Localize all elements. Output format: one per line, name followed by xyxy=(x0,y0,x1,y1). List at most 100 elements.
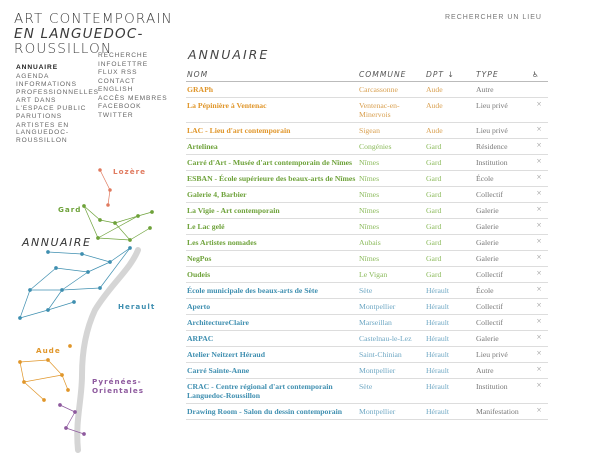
table-row[interactable]: NegPos Nîmes Gard Galerie × xyxy=(186,250,548,267)
table-row[interactable]: Galerie 4, Barbier Nîmes Gard Collectif × xyxy=(186,186,548,203)
table-row[interactable]: La Vigie - Art contemporain Nîmes Gard Gale… xyxy=(186,202,548,219)
nav-item[interactable]: Informations professionnelles xyxy=(16,81,99,96)
nav-secondary-item[interactable]: Twitter xyxy=(98,111,134,119)
entry-name-link[interactable]: Drawing Room - Salon du dessin contempor… xyxy=(186,403,358,420)
entry-name-link[interactable]: NegPos xyxy=(186,250,358,267)
nav-secondary-item[interactable]: Infolettre xyxy=(98,60,149,68)
remove-icon[interactable]: × xyxy=(531,154,548,171)
remove-icon[interactable]: × xyxy=(531,202,548,219)
entry-name-link[interactable]: Oudeis xyxy=(186,266,358,283)
region-label-herault[interactable]: Herault xyxy=(118,302,155,311)
nav-secondary-item[interactable]: Recherche xyxy=(98,52,148,59)
accessibility-icon[interactable]: ♿ xyxy=(531,66,548,82)
entry-name-link[interactable]: ArchitectureClaire xyxy=(186,314,358,331)
table-row[interactable]: ArchitectureClaire Marseillan Hérault Colle… xyxy=(186,314,548,331)
remove-icon[interactable]: × xyxy=(531,314,548,331)
entry-department: Hérault xyxy=(425,298,475,315)
column-header-dpt[interactable]: Dpt ↓ xyxy=(425,66,475,82)
region-map[interactable]: Lozère Gard Herault Aude Pyrénées- Orien… xyxy=(0,150,180,459)
nav-secondary-item[interactable]: Accès membres xyxy=(98,94,168,102)
nav-item[interactable]: Annuaire xyxy=(16,64,59,71)
table-row[interactable]: Oudeis Le Vigan Gard Collectif × xyxy=(186,266,548,283)
search-place-link[interactable]: Rechercher un lieu xyxy=(445,14,542,21)
table-row[interactable]: Artelinea Congénies Gard Résidence × xyxy=(186,138,548,155)
table-row[interactable]: ARPAC Castelnau-le-Lez Hérault Galerie × xyxy=(186,330,548,347)
table-row[interactable]: Atelier Neitzert Héraud Saint-Chinian Héra… xyxy=(186,346,548,363)
entry-name-link[interactable]: Aperto xyxy=(186,298,358,315)
entry-type: Résidence xyxy=(475,138,531,155)
table-row[interactable]: LAC - Lieu d'art contemporain Sigean Aude L… xyxy=(186,122,548,139)
entry-name-link[interactable]: La Pépinière à Ventenac xyxy=(186,97,358,123)
table-row[interactable]: ESBAN - École supérieure des beaux-arts … xyxy=(186,170,548,187)
table-row[interactable]: Carré d'Art - Musée d'art contemporain d… xyxy=(186,154,548,171)
entry-name-link[interactable]: La Vigie - Art contemporain xyxy=(186,202,358,219)
directory-table: Nom Commune Dpt ↓ Type ♿ GRAPh Carcassonn… xyxy=(186,66,548,420)
nav-item[interactable]: Agenda xyxy=(16,72,50,80)
entry-commune: Marseillan xyxy=(358,314,425,331)
remove-icon[interactable]: × xyxy=(531,218,548,235)
remove-icon[interactable]: × xyxy=(531,138,548,155)
entry-name-link[interactable]: Atelier Neitzert Héraud xyxy=(186,346,358,363)
entry-name-link[interactable]: GRAPh xyxy=(186,81,358,98)
entry-name-link[interactable]: École municipale des beaux-arts de Sète xyxy=(186,282,358,299)
entry-type: Galerie xyxy=(475,218,531,235)
remove-icon[interactable]: × xyxy=(531,330,548,347)
remove-icon[interactable]: × xyxy=(531,250,548,267)
entry-commune: Montpellier xyxy=(358,362,425,379)
entry-name-link[interactable]: ESBAN - École supérieure des beaux-arts … xyxy=(186,170,358,187)
remove-icon[interactable]: × xyxy=(531,266,548,283)
remove-icon[interactable]: × xyxy=(531,403,548,420)
column-header-type[interactable]: Type xyxy=(475,66,531,82)
table-row[interactable]: Drawing Room - Salon du dessin contempor… xyxy=(186,403,548,420)
entry-name-link[interactable]: Artelinea xyxy=(186,138,358,155)
table-row[interactable]: La Pépinière à Ventenac Ventenac-en-Miner… xyxy=(186,97,548,123)
site-title[interactable]: Art contemporain en Languedoc- Roussillo… xyxy=(14,12,184,57)
region-label-pyrenees-line1[interactable]: Pyrénées- xyxy=(92,377,142,386)
column-header-commune[interactable]: Commune xyxy=(358,66,425,82)
nav-secondary-item[interactable]: English xyxy=(98,86,134,93)
region-label-pyrenees-line2[interactable]: Orientales xyxy=(92,386,144,395)
remove-icon[interactable]: × xyxy=(531,378,548,404)
table-row[interactable]: Le Lac gelé Nîmes Gard Galerie × xyxy=(186,218,548,235)
remove-icon[interactable]: × xyxy=(531,97,548,123)
table-row[interactable]: École municipale des beaux-arts de Sète S… xyxy=(186,282,548,299)
table-row[interactable]: Aperto Montpellier Hérault Collectif × xyxy=(186,298,548,315)
entry-name-link[interactable]: Le Lac gelé xyxy=(186,218,358,235)
pyrenees-network xyxy=(58,403,86,436)
region-label-lozere[interactable]: Lozère xyxy=(113,167,146,176)
entry-name-link[interactable]: Galerie 4, Barbier xyxy=(186,186,358,203)
entry-name-link[interactable]: Carré d'Art - Musée d'art contemporain d… xyxy=(186,154,358,171)
entry-type: Lieu privé xyxy=(475,97,531,123)
table-row[interactable]: Les Artistes nomades Aubais Gard Galerie × xyxy=(186,234,548,251)
entry-name-link[interactable]: Les Artistes nomades xyxy=(186,234,358,251)
entry-name-link[interactable]: Carré Sainte-Anne xyxy=(186,362,358,379)
nav-secondary-item[interactable]: Flux RSS xyxy=(98,69,138,76)
remove-icon[interactable]: × xyxy=(531,186,548,203)
lozere-network xyxy=(98,168,112,207)
remove-icon[interactable]: × xyxy=(531,298,548,315)
entry-name-link[interactable]: ARPAC xyxy=(186,330,358,347)
nav-item[interactable]: Parutions xyxy=(16,113,63,120)
table-row[interactable]: GRAPh Carcassonne Aude Autre xyxy=(186,81,548,98)
entry-department: Gard xyxy=(425,186,475,203)
remove-icon[interactable]: × xyxy=(531,282,548,299)
nav-secondary-item[interactable]: Contact xyxy=(98,77,136,85)
remove-icon[interactable]: × xyxy=(531,122,548,139)
entry-name-link[interactable]: CRAC - Centre régional d'art contemporai… xyxy=(186,378,358,404)
entry-commune: Sigean xyxy=(358,122,425,139)
remove-icon[interactable]: × xyxy=(531,346,548,363)
nav-secondary-item[interactable]: Facebook xyxy=(98,103,142,110)
region-label-aude[interactable]: Aude xyxy=(36,346,61,355)
region-label-gard[interactable]: Gard xyxy=(58,205,81,214)
table-row[interactable]: Carré Sainte-Anne Montpellier Hérault Autre… xyxy=(186,362,548,379)
nav-item[interactable]: Art dans l'espace public xyxy=(16,97,87,112)
remove-icon[interactable]: × xyxy=(531,234,548,251)
nav-item[interactable]: Artistes en Languedoc-Roussillon xyxy=(16,121,70,144)
column-header-nom[interactable]: Nom xyxy=(186,66,358,82)
remove-icon[interactable]: × xyxy=(531,170,548,187)
table-row[interactable]: CRAC - Centre régional d'art contemporai… xyxy=(186,378,548,404)
entry-name-link[interactable]: LAC - Lieu d'art contemporain xyxy=(186,122,358,139)
remove-icon[interactable] xyxy=(531,81,548,98)
entry-department: Gard xyxy=(425,202,475,219)
remove-icon[interactable]: × xyxy=(531,362,548,379)
